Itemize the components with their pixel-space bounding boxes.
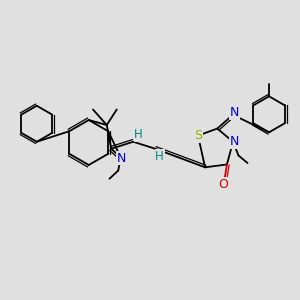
Text: N: N	[116, 152, 126, 164]
Text: O: O	[218, 178, 228, 191]
Text: H: H	[134, 128, 143, 141]
Text: N: N	[230, 135, 239, 148]
Text: S: S	[194, 129, 202, 142]
Text: H: H	[155, 150, 164, 163]
Text: N: N	[230, 106, 239, 119]
